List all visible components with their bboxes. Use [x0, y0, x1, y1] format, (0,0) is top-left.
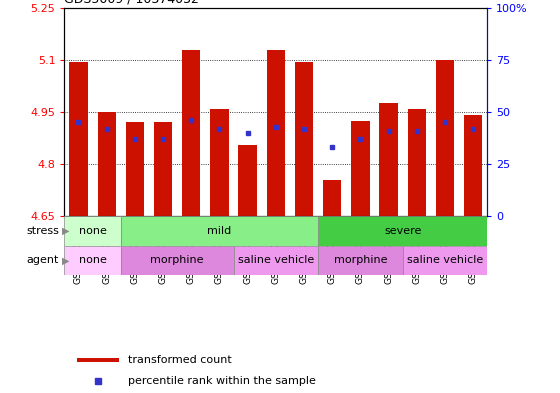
Bar [125, 123, 144, 216]
Bar [436, 60, 454, 216]
Text: ▶: ▶ [62, 226, 69, 236]
Text: ▶: ▶ [62, 255, 69, 265]
Text: GDS5009 / 10374032: GDS5009 / 10374032 [64, 0, 199, 6]
Bar [97, 112, 116, 216]
Bar [323, 180, 342, 216]
Text: saline vehicle: saline vehicle [237, 255, 314, 265]
Text: none: none [78, 255, 106, 265]
Text: none: none [78, 226, 106, 236]
Text: saline vehicle: saline vehicle [407, 255, 483, 265]
Bar [295, 62, 313, 216]
Bar [210, 108, 228, 216]
Text: transformed count: transformed count [128, 355, 232, 365]
Bar [267, 50, 285, 216]
Bar [121, 216, 318, 246]
Bar [121, 246, 234, 275]
Bar [379, 103, 398, 216]
Bar [403, 246, 487, 275]
Text: stress: stress [26, 226, 59, 236]
Bar [351, 121, 370, 216]
Bar [182, 50, 200, 216]
Bar [154, 123, 172, 216]
Bar [464, 116, 482, 216]
Text: severe: severe [384, 226, 421, 236]
Bar [408, 108, 426, 216]
Text: percentile rank within the sample: percentile rank within the sample [128, 376, 316, 386]
Bar [234, 246, 318, 275]
Bar [318, 246, 403, 275]
Bar [318, 216, 487, 246]
Text: agent: agent [26, 255, 59, 265]
Bar [64, 246, 121, 275]
Bar [239, 145, 257, 216]
Bar [64, 216, 121, 246]
Bar [77, 358, 119, 362]
Text: mild: mild [207, 226, 231, 236]
Bar [69, 62, 88, 216]
Text: morphine: morphine [334, 255, 387, 265]
Text: morphine: morphine [151, 255, 204, 265]
